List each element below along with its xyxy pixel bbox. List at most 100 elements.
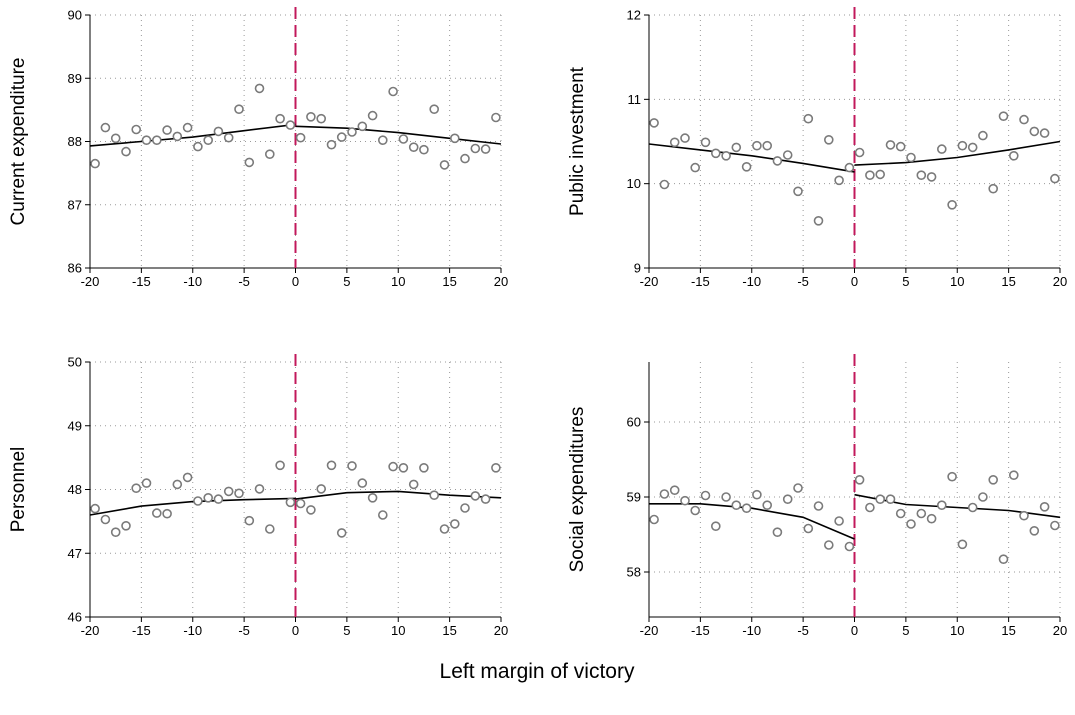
scatter-point [834,516,844,526]
scatter-point [480,494,491,504]
scatter-point [264,524,275,534]
scatter-point [752,489,762,500]
scatter-point [926,513,937,524]
scatter-point [936,500,947,511]
scatter-point [244,157,255,168]
scatter-point [408,142,419,152]
scatter-point [491,462,501,473]
scatter-point [285,497,296,508]
scatter-point [223,132,234,143]
y-tick-label: 59 [627,490,641,505]
y-tick-label: 58 [627,565,641,580]
scatter-point [182,122,193,133]
scatter-point [388,461,398,472]
fit-line-right [295,490,502,500]
scatter-point [865,170,875,180]
scatter-point [121,146,131,157]
scatter-point [936,144,947,154]
x-tick-label: 0 [292,274,299,289]
scatter-point [90,503,100,514]
scatter-point [110,527,121,538]
scatter-point [998,111,1009,121]
y-tick-label: 90 [68,8,82,23]
x-tick-label: 20 [1053,623,1067,638]
scatter-point [131,483,141,494]
x-tick-label: 5 [902,274,909,289]
scatter-point [813,216,824,226]
scatter-point [721,492,731,502]
scatter-point [1019,114,1029,125]
scatter-point [326,460,337,471]
fit-line-right [295,125,502,145]
scatter-point [295,132,306,143]
scatter-point [1008,470,1019,481]
x-tick-label: 10 [950,623,964,638]
scatter-point [669,137,680,148]
x-tick-label: -5 [797,623,809,638]
y-axis-label: Current expenditure [8,58,29,226]
scatter-point [419,144,429,155]
x-tick-label: -20 [640,274,659,289]
scatter-point [710,521,721,532]
scatter-point [895,141,906,152]
y-tick-label: 10 [627,176,641,191]
scatter-point [793,483,803,493]
scatter-point [336,528,347,538]
scatter-point [377,135,388,145]
scatter-point [957,539,968,550]
x-tick-label: 0 [292,623,299,638]
scatter-point [834,175,844,186]
scatter-point [449,519,460,529]
fit-line-left [89,123,296,147]
y-axis-label: Public investment [567,66,588,216]
y-tick-label: 48 [68,482,82,497]
scatter-point [752,140,762,151]
x-tick-label: -15 [691,274,710,289]
scatter-point [844,162,855,173]
scatter-point [131,124,141,135]
x-tick-label: 0 [851,274,858,289]
scatter-point [906,152,916,163]
chart-panel-3: -20 -15 -10 -5 0 5 10 15 20 46 47 48 49 50 Personnel [8,354,508,638]
x-tick-label: 15 [1001,274,1015,289]
scatter-point [367,110,378,121]
scatter-point [700,137,711,148]
scatter-point [1029,126,1040,137]
fit-line-right [854,140,1061,166]
scatter-point [172,131,183,142]
scatter-point [244,515,255,526]
scatter-point [213,494,224,504]
scatter-point [449,133,460,144]
scatter-point [731,500,742,511]
scatter-point [772,156,783,166]
scatter-point [1029,525,1040,536]
fit-line-left [648,143,855,173]
scatter-point [377,510,388,520]
scatter-point [1039,501,1050,512]
scatter-point [988,183,999,194]
scatter-point [316,484,327,494]
scatter-point [234,488,244,499]
x-tick-label: -10 [742,623,761,638]
scatter-point [326,139,337,150]
scatter-point [275,460,285,471]
scatter-point [967,142,978,153]
scatter-point [460,153,470,164]
scatter-point [854,147,865,158]
scatter-point [947,200,957,210]
scatter-point [1039,128,1050,138]
scatter-point [141,135,152,145]
x-tick-label: -5 [238,274,250,289]
scatter-point [885,494,896,505]
scatter-point [254,484,265,494]
scatter-point [906,519,916,529]
x-tick-label: 20 [494,274,508,289]
scatter-point [357,121,368,132]
scatter-point [762,140,773,151]
scatter-point [480,144,491,154]
scatter-point [700,490,711,501]
scatter-point [782,150,793,160]
y-tick-label: 47 [68,546,82,561]
scatter-point [782,494,793,505]
scatter-point [398,462,409,473]
